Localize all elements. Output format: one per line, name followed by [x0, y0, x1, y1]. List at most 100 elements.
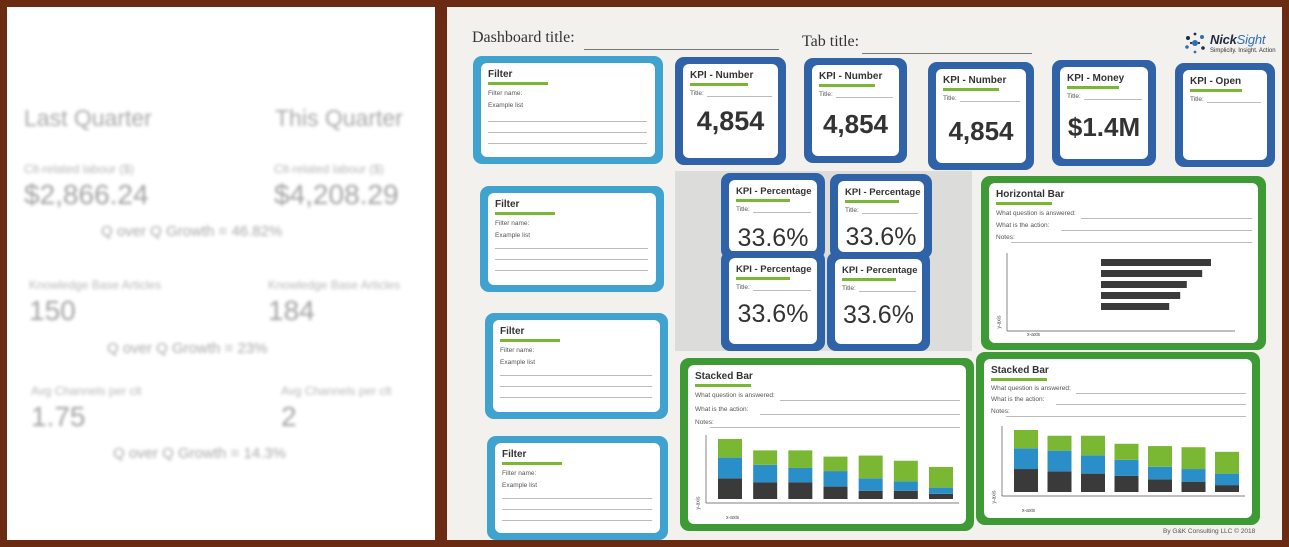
stacked-bar-segment: [893, 490, 918, 499]
kpi-field-label: Title:: [736, 284, 750, 291]
kpi-field-label: Title:: [842, 285, 856, 292]
stacked-bar-segment: [1215, 473, 1239, 486]
action-label: What is the action:: [991, 396, 1045, 403]
example-list-label: Example list: [488, 102, 524, 109]
bar: [1101, 303, 1170, 310]
kpi-field-label: Title:: [819, 91, 833, 98]
stacked-bar-segment: [1181, 481, 1206, 492]
kpi-value: 4,854: [948, 116, 1014, 146]
bar: [1101, 259, 1211, 266]
rule: [859, 291, 916, 292]
rule: [488, 121, 647, 122]
title-underline: [845, 200, 899, 203]
filter-name-label: Filter name:: [502, 470, 537, 477]
tab-title-line: [862, 53, 1032, 54]
kpi-card: KPI - Number Title: 4,854: [928, 62, 1034, 170]
stacked-bar-segment: [893, 481, 918, 491]
rule: [862, 213, 918, 214]
rule: [1061, 230, 1252, 231]
metric-label: Knowledge Base Articles: [268, 278, 401, 292]
title-underline: [991, 378, 1047, 381]
stacked-bar-segment: [718, 478, 742, 499]
y-axis-label: y-axis: [996, 315, 1003, 329]
rule: [1081, 218, 1252, 219]
stacked-bar-segment: [1081, 455, 1105, 474]
stacked-bar-segment: [753, 450, 778, 465]
rule: [495, 270, 648, 271]
rule: [1006, 416, 1246, 417]
stacked-bar-segment: [1148, 479, 1172, 492]
card-title: KPI - Number: [943, 75, 1007, 86]
stacked-bar-segment: [929, 493, 953, 499]
filter-card: Filter Filter name: Example list: [480, 186, 664, 292]
stacked-bar-segment: [1215, 451, 1239, 474]
title-underline: [1067, 86, 1119, 89]
rule: [1084, 99, 1142, 100]
stacked-bar-segment: [1148, 446, 1172, 467]
card-title: Filter: [502, 449, 527, 460]
stacked-bar-segment: [1047, 435, 1072, 451]
stacked-bar-segment: [788, 450, 813, 468]
card-title: KPI - Percentage: [842, 265, 918, 276]
example-list-label: Example list: [500, 359, 536, 366]
card-title: KPI - Money: [1067, 73, 1125, 84]
question-label: What question is answered:: [991, 385, 1071, 392]
kpi-field-label: Title:: [1190, 96, 1204, 103]
card-title: Horizontal Bar: [996, 189, 1065, 200]
stacked-bar-segment: [718, 439, 742, 458]
dashboard-title-line: [584, 49, 779, 50]
metric-value: 2: [281, 401, 297, 432]
kpi-percentage-card: KPI - Percentage Title: 33.6%: [721, 251, 825, 351]
question-label: What question is answered:: [996, 210, 1076, 217]
nicksight-logo: NickSight Simplicity. Insight. Action: [1182, 30, 1277, 60]
rule: [1207, 102, 1261, 103]
logo-wordmark: NickSight: [1210, 32, 1266, 47]
title-underline: [488, 82, 548, 85]
y-axis-label: y-axis: [695, 496, 702, 510]
stacked-bar-segment: [893, 460, 918, 482]
stacked-bar-chart: [1001, 426, 1245, 497]
stacked-bar-segment: [1215, 485, 1239, 492]
rule: [495, 248, 648, 249]
filter-card: Filter Filter name: Example list: [485, 313, 668, 419]
title-underline: [819, 84, 875, 87]
action-label: What is the action:: [996, 222, 1050, 229]
stacked-bar-card: Stacked Bar What question is answered: W…: [976, 352, 1260, 525]
rule: [502, 520, 652, 521]
stacked-bar-segment: [1047, 471, 1072, 492]
rule: [710, 427, 960, 428]
stacked-bar-segment: [858, 478, 883, 491]
metric-value: 1.75: [31, 401, 86, 432]
title-underline: [736, 199, 790, 202]
kpi-field-label: Title:: [845, 207, 859, 214]
stacked-bar-segment: [823, 486, 848, 499]
rule: [502, 509, 652, 510]
rule: [707, 96, 772, 97]
last-quarter-heading: Last Quarter: [24, 105, 152, 131]
metric-value: 184: [268, 295, 315, 326]
kpi-value: 4,854: [696, 106, 765, 136]
rule: [836, 97, 893, 98]
rule: [760, 414, 960, 415]
notes-label: Notes:: [991, 408, 1010, 415]
card-title: KPI - Number: [690, 70, 754, 81]
kpi-value: 33.6%: [737, 224, 809, 252]
rule: [500, 375, 652, 376]
metric-label: Clt-related labour ($): [24, 162, 135, 176]
kpi-field-label: Title:: [736, 206, 750, 213]
growth-text: Q over Q Growth = 23%: [107, 340, 268, 357]
bar: [1101, 292, 1181, 299]
rule: [753, 290, 811, 291]
logo-tagline: Simplicity. Insight. Action: [1210, 48, 1276, 54]
card-title: KPI - Open: [1190, 76, 1242, 87]
card-title: Filter: [500, 326, 525, 337]
stacked-bar-segment: [858, 490, 883, 499]
card-title: KPI - Percentage: [736, 264, 812, 275]
metric-value: 150: [29, 295, 76, 326]
rule: [495, 259, 648, 260]
stacked-bar-segment: [788, 482, 813, 499]
filter-card: Filter Filter name: Example list: [473, 56, 663, 164]
kpi-value: 33.6%: [737, 300, 809, 328]
metric-label: Avg Channels per clt: [31, 384, 142, 398]
metric-value: $2,866.24: [24, 179, 149, 210]
